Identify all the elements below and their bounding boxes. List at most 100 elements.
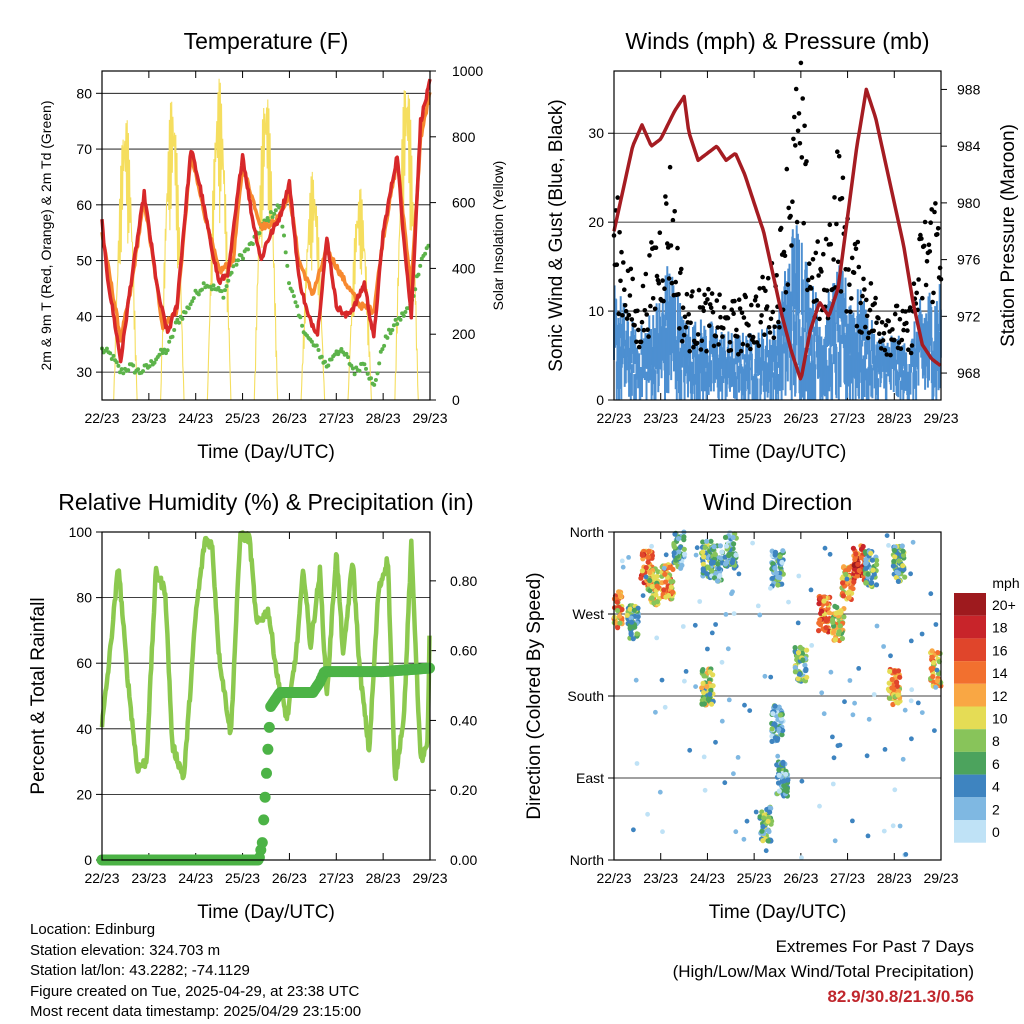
gust-point: [937, 265, 943, 271]
direction-point: [892, 554, 898, 560]
direction-point: [628, 631, 634, 638]
direction-point: [731, 771, 736, 777]
x-tick-label: 23/23: [643, 870, 678, 886]
direction-point: [776, 772, 782, 778]
gust-point: [621, 260, 626, 265]
direction-point: [822, 545, 828, 551]
direction-point: [671, 544, 678, 550]
gust-point: [878, 346, 884, 351]
legend-swatch: [954, 593, 986, 616]
direction-point: [701, 754, 707, 760]
direction-point: [753, 809, 759, 815]
dewpoint-point: [118, 370, 122, 375]
gust-point: [904, 320, 909, 326]
gust-point: [928, 220, 933, 225]
direction-point: [851, 579, 857, 585]
direction-point: [633, 677, 639, 683]
dewpoint-point: [186, 306, 191, 311]
direction-point: [660, 829, 665, 835]
gust-point: [746, 323, 751, 328]
dewpoint-point: [364, 366, 368, 371]
direction-point: [804, 647, 810, 653]
chart-title: Wind Direction: [703, 489, 853, 515]
direction-point: [647, 577, 653, 584]
dewpoint-point: [162, 347, 167, 352]
left-axis-label: Percent & Total Rainfall: [28, 597, 49, 794]
direction-point: [653, 592, 659, 598]
extremes-values: 82.9/30.8/21.3/0.56: [827, 987, 974, 1006]
gust-point: [927, 249, 933, 254]
dewpoint-point: [126, 368, 131, 373]
gust-point: [684, 291, 690, 297]
direction-point: [639, 568, 646, 574]
gust-point: [672, 209, 677, 214]
direction-point: [933, 622, 939, 627]
direction-point: [708, 560, 715, 566]
gust-point: [661, 298, 666, 304]
gust-point: [640, 283, 646, 289]
gust-point: [682, 314, 688, 320]
gust-point: [800, 96, 805, 101]
gust-point: [718, 314, 723, 320]
direction-point: [817, 595, 823, 601]
gust-point: [736, 352, 741, 357]
direction-point: [775, 582, 781, 588]
dewpoint-point: [282, 233, 286, 238]
x-tick-label: 29/23: [412, 410, 447, 426]
plot-frame: [613, 70, 942, 401]
direction-point: [891, 547, 898, 554]
gust-point: [918, 232, 923, 238]
direction-point: [809, 643, 815, 648]
x-axis-label: Time (Day/UTC): [197, 442, 335, 463]
right-axis-label: Station Pressure (Maroon): [998, 124, 1019, 347]
dewpoint-point: [191, 296, 196, 301]
direction-point: [772, 549, 779, 555]
direction-point: [817, 617, 823, 623]
y-right-tick-label: 1000: [452, 63, 483, 79]
direction-point: [902, 574, 908, 580]
direction-point: [902, 707, 908, 713]
dewpoint-point: [295, 304, 300, 309]
legend-label: 20+: [992, 597, 1016, 613]
x-tick-label: 29/23: [923, 870, 958, 886]
gust-point: [710, 309, 716, 315]
direction-point: [863, 580, 869, 586]
direction-point: [928, 591, 934, 597]
direction-point: [852, 700, 857, 706]
dewpoint-point: [268, 210, 273, 215]
gust-point: [853, 246, 859, 252]
gust-point: [807, 261, 812, 267]
gust-point: [931, 290, 936, 296]
direction-point: [847, 678, 853, 683]
gust-point: [735, 334, 740, 339]
gust-point: [778, 225, 784, 231]
gust-point: [823, 236, 829, 242]
gust-point: [886, 318, 891, 324]
direction-point: [874, 623, 880, 629]
x-tick-label: 23/23: [643, 410, 678, 426]
direction-point: [643, 574, 649, 580]
y-tick-label: 20: [76, 786, 92, 802]
gust-point: [656, 281, 662, 286]
direction-point: [692, 622, 698, 628]
direction-point: [856, 567, 862, 574]
direction-point: [640, 552, 646, 558]
gust-point: [906, 347, 911, 353]
direction-point: [844, 576, 850, 582]
pressure-line: [612, 87, 942, 381]
dewpoint-point: [293, 300, 298, 305]
gust-point: [677, 326, 682, 331]
recent-timestamp: Most recent data timestamp: 2025/04/29 2…: [30, 1003, 362, 1020]
direction-point: [881, 828, 887, 834]
gust-point: [856, 264, 862, 270]
gust-point: [681, 332, 687, 338]
gust-point: [628, 266, 634, 272]
gust-point: [923, 282, 929, 288]
gust-point: [690, 289, 695, 294]
station-elevation: Station elevation: 324.703 m: [30, 941, 221, 959]
gust-point: [795, 128, 801, 134]
gust-point: [888, 352, 893, 358]
direction-point: [713, 739, 718, 745]
dewpoint-point: [314, 343, 319, 348]
